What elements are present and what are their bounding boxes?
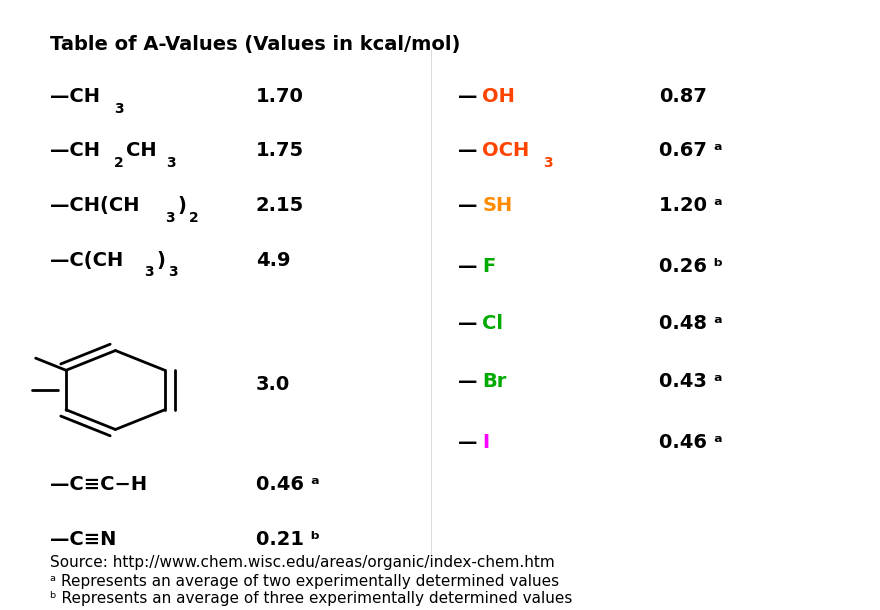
Text: —: — [458,196,477,215]
Text: —CH: —CH [49,87,99,106]
Text: 0.46 ᵃ: 0.46 ᵃ [659,432,723,451]
Text: 2: 2 [188,211,198,225]
Text: —: — [458,257,477,276]
Text: 3: 3 [543,156,553,170]
Text: ᵃ Represents an average of two experimentally determined values: ᵃ Represents an average of two experimen… [49,573,559,589]
Text: 2: 2 [114,156,124,170]
Text: —C≡N: —C≡N [49,530,116,549]
Text: ᵇ Represents an average of three experimentally determined values: ᵇ Represents an average of three experim… [49,590,572,606]
Text: SH: SH [482,196,513,215]
Text: 3: 3 [165,211,174,225]
Text: —: — [458,432,477,451]
Text: —C(CH: —C(CH [49,251,123,270]
Text: OCH: OCH [482,142,530,160]
Text: Source: http://www.chem.wisc.edu/areas/organic/index-chem.htm: Source: http://www.chem.wisc.edu/areas/o… [49,555,554,570]
Text: OH: OH [482,87,516,106]
Text: Cl: Cl [482,314,503,333]
Text: 3: 3 [143,265,153,279]
Text: CH: CH [127,142,158,160]
Text: Br: Br [482,372,507,391]
Text: —: — [458,142,477,160]
Text: —: — [458,87,477,106]
Text: 0.26 ᵇ: 0.26 ᵇ [659,257,723,276]
Text: —CH: —CH [49,142,99,160]
Text: 1.20 ᵃ: 1.20 ᵃ [659,196,723,215]
Text: —CH(CH: —CH(CH [49,196,139,215]
Text: 1.75: 1.75 [256,142,304,160]
Text: 0.43 ᵃ: 0.43 ᵃ [659,372,722,391]
Text: 0.67 ᵃ: 0.67 ᵃ [659,142,722,160]
Text: 3: 3 [166,156,175,170]
Text: 0.87: 0.87 [659,87,708,106]
Text: —C≡C−H: —C≡C−H [49,475,147,494]
Text: 4.9: 4.9 [256,251,290,270]
Text: 0.46 ᵃ: 0.46 ᵃ [256,475,319,494]
Text: Table of A-Values (Values in kcal/mol): Table of A-Values (Values in kcal/mol) [49,35,460,54]
Text: —: — [458,372,477,391]
Text: —: — [458,314,477,333]
Text: ): ) [157,251,165,270]
Text: 2.15: 2.15 [256,196,304,215]
Text: 3: 3 [168,265,177,279]
Text: F: F [482,257,495,276]
Text: ): ) [177,196,186,215]
Text: 0.48 ᵃ: 0.48 ᵃ [659,314,723,333]
Text: 1.70: 1.70 [256,87,304,106]
Text: 3.0: 3.0 [256,375,290,394]
Text: 0.21 ᵇ: 0.21 ᵇ [256,530,320,549]
Text: I: I [482,432,489,451]
Text: 3: 3 [114,101,123,115]
